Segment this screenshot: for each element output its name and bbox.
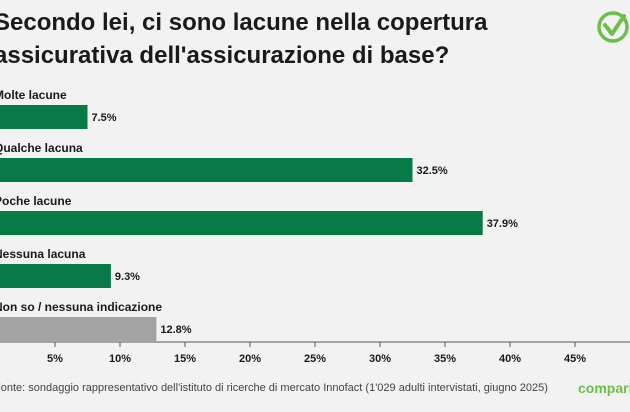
bar <box>0 211 483 235</box>
bar-category-label: Qualche lacuna <box>0 141 83 155</box>
x-tick-label: 40% <box>499 353 521 365</box>
bar <box>0 317 157 341</box>
bar-value-label: 12.8% <box>160 324 191 336</box>
bar-category-label: Poche lacune <box>0 194 72 208</box>
x-tick-label: 25% <box>304 353 326 365</box>
x-tick-label: 45% <box>564 353 586 365</box>
x-tick-label: 30% <box>369 353 391 365</box>
bar <box>0 158 413 182</box>
chart-title: Secondo lei, ci sono lacune nella copert… <box>0 9 488 69</box>
comparis-check-logo-icon <box>597 11 629 43</box>
x-tick-label: 5% <box>47 353 63 365</box>
bar-value-label: 7.5% <box>92 112 117 124</box>
x-tick-label: 15% <box>174 353 196 365</box>
source-note: Fonte: sondaggio rappresentativo dell'is… <box>0 382 548 394</box>
x-tick-label: 20% <box>239 353 261 365</box>
bar <box>0 264 111 288</box>
bar-category-label: Non so / nessuna indicazione <box>0 300 162 314</box>
bar-category-label: Nessuna lacuna <box>0 247 86 261</box>
x-tick-label: 35% <box>434 353 456 365</box>
brand-logo: comparis <box>578 380 630 396</box>
bar <box>0 105 88 129</box>
x-tick-label: 10% <box>109 353 131 365</box>
bar-category-label: Molte lacune <box>0 88 67 102</box>
bar-value-label: 9.3% <box>115 271 140 283</box>
bar-value-label: 32.5% <box>417 165 448 177</box>
bar-value-label: 37.9% <box>487 218 518 230</box>
